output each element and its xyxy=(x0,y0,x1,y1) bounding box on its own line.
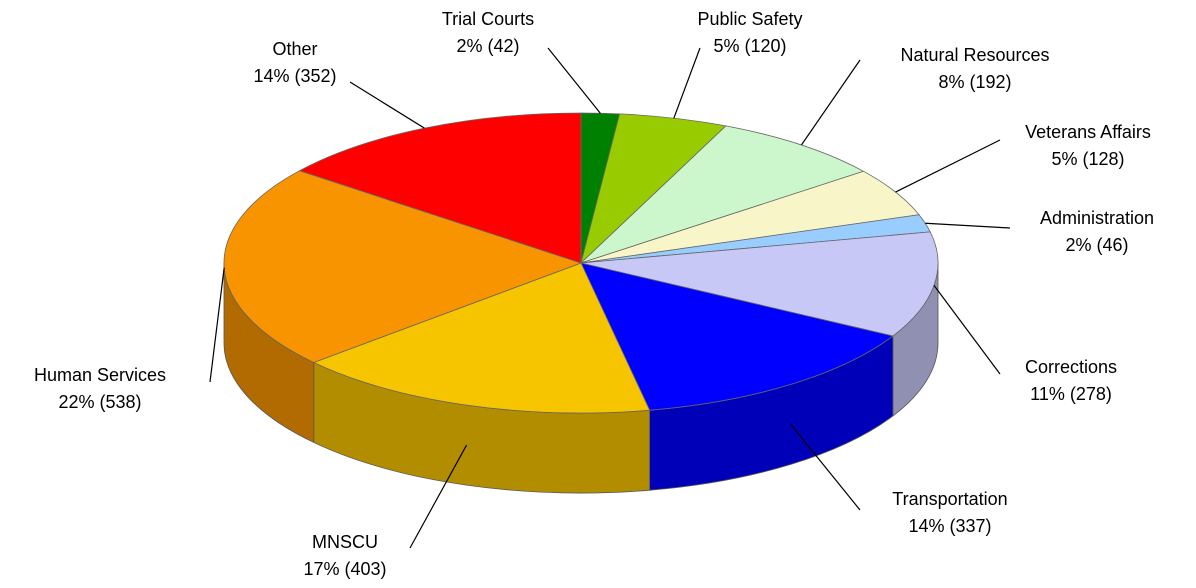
slice-label: Administration xyxy=(1040,208,1154,228)
leader-line xyxy=(673,47,701,119)
slice xyxy=(298,112,582,264)
leader-line xyxy=(790,423,861,511)
slice-value-label: 5% (128) xyxy=(1051,149,1124,169)
leader-line xyxy=(547,47,601,114)
leader-line xyxy=(409,444,468,549)
slice-label: Human Services xyxy=(34,365,166,385)
slice-label: Other xyxy=(272,39,317,59)
slice-label: Trial Courts xyxy=(442,9,534,29)
slice-label: Transportation xyxy=(892,489,1007,509)
leader-line xyxy=(349,81,425,129)
slice xyxy=(312,262,651,414)
slice-label: Veterans Affairs xyxy=(1025,122,1151,142)
slice-label: MNSCU xyxy=(312,532,378,552)
slice-label: Public Safety xyxy=(697,9,802,29)
slice-label: Natural Resources xyxy=(900,45,1049,65)
slice-value-label: 17% (403) xyxy=(303,559,386,579)
slice-value-label: 8% (192) xyxy=(938,72,1011,92)
slice-value-label: 5% (120) xyxy=(713,36,786,56)
slice xyxy=(223,170,583,363)
leader-line xyxy=(209,267,225,383)
slice-value-label: 11% (278) xyxy=(1030,384,1112,404)
leader-line xyxy=(895,139,1001,193)
slice-value-label: 2% (42) xyxy=(456,36,519,56)
slice-value-label: 14% (337) xyxy=(908,516,991,536)
slice xyxy=(580,262,894,411)
slice-label: Corrections xyxy=(1025,357,1117,377)
leader-line xyxy=(933,284,1001,375)
slice-value-label: 14% (352) xyxy=(253,66,336,86)
slice-value-label: 22% (538) xyxy=(58,392,141,412)
leader-line xyxy=(925,222,1011,229)
leader-line xyxy=(800,59,861,146)
slice xyxy=(580,125,865,264)
slice xyxy=(580,231,939,337)
slice-value-label: 2% (46) xyxy=(1065,235,1128,255)
